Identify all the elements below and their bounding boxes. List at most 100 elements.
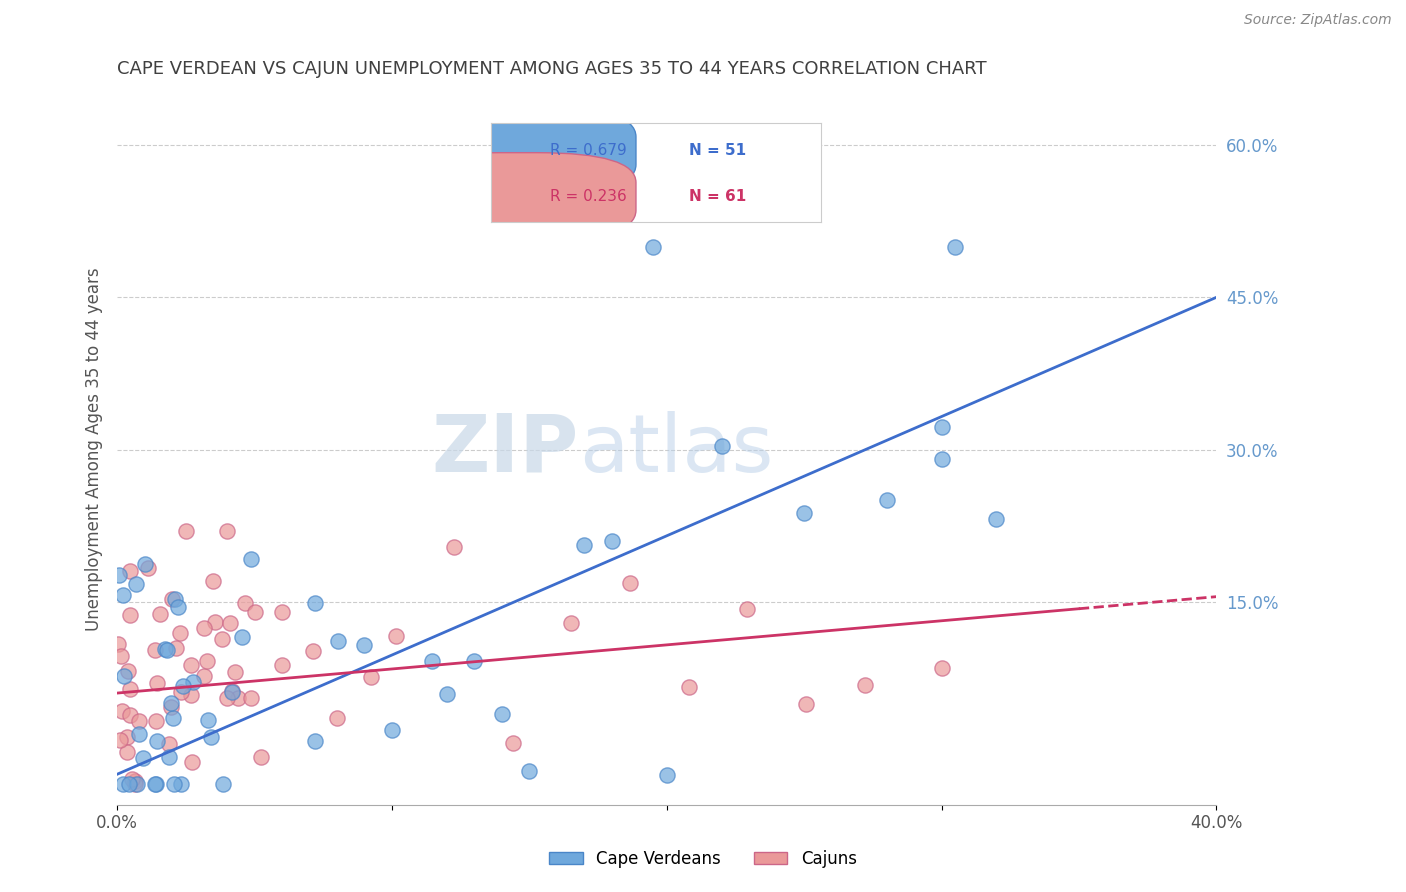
Point (710, 439, 733, 453)
Point (172, 679, 194, 693)
Point (170, 777, 193, 791)
Point (502, 736, 524, 750)
Point (125, 777, 148, 791)
Point (108, 732, 131, 747)
Text: atlas: atlas (579, 410, 773, 489)
Point (221, 684, 243, 698)
Point (204, 615, 226, 630)
Point (641, 239, 664, 253)
Point (159, 700, 181, 714)
Point (678, 680, 700, 694)
Point (107, 637, 129, 651)
Point (124, 773, 146, 788)
Point (931, 452, 953, 467)
Point (118, 777, 141, 791)
Point (224, 665, 246, 679)
Point (326, 634, 349, 648)
Point (160, 592, 183, 607)
Point (118, 564, 141, 578)
Point (111, 588, 134, 602)
Point (157, 750, 180, 764)
Point (202, 574, 225, 589)
Point (381, 723, 404, 737)
Point (793, 506, 815, 520)
Point (619, 575, 641, 590)
Point (436, 687, 458, 701)
Point (167, 599, 190, 614)
Point (250, 750, 273, 764)
Point (146, 676, 169, 690)
Point (240, 552, 263, 566)
Point (211, 632, 233, 646)
Point (326, 711, 349, 725)
Point (159, 696, 181, 710)
Point (149, 607, 172, 622)
Point (943, 239, 966, 253)
Point (853, 678, 876, 692)
Point (219, 615, 242, 630)
Point (221, 683, 243, 698)
Point (200, 730, 222, 744)
Legend: Cape Verdeans, Cajuns: Cape Verdeans, Cajuns (543, 844, 863, 875)
Point (145, 777, 167, 791)
Point (174, 524, 197, 538)
Point (226, 691, 249, 706)
Y-axis label: Unemployment Among Ages 35 to 44 years: Unemployment Among Ages 35 to 44 years (86, 268, 103, 632)
Point (271, 657, 294, 672)
Point (193, 621, 215, 635)
Point (159, 737, 181, 751)
Point (655, 768, 678, 782)
Point (165, 641, 187, 656)
Point (143, 777, 166, 791)
Point (986, 511, 1008, 525)
Point (574, 538, 596, 552)
Point (271, 605, 294, 619)
Point (181, 674, 204, 689)
Point (112, 669, 135, 683)
Point (110, 649, 132, 664)
Point (128, 726, 150, 740)
Point (195, 654, 218, 668)
Point (197, 713, 219, 727)
Point (117, 665, 139, 679)
Point (145, 734, 167, 748)
Point (115, 745, 138, 759)
Point (118, 607, 141, 622)
Point (301, 644, 323, 658)
Point (162, 711, 184, 725)
Point (170, 684, 193, 698)
Point (217, 524, 239, 538)
Point (136, 561, 159, 575)
Point (121, 772, 143, 786)
Point (124, 777, 146, 791)
Point (360, 670, 382, 684)
Point (169, 625, 191, 640)
Point (180, 688, 202, 702)
Text: CAPE VERDEAN VS CAJUN UNEMPLOYMENT AMONG AGES 35 TO 44 YEARS CORRELATION CHART: CAPE VERDEAN VS CAJUN UNEMPLOYMENT AMONG… (117, 60, 987, 78)
Point (931, 420, 953, 434)
Point (876, 492, 898, 507)
Point (153, 642, 176, 657)
Point (181, 755, 204, 769)
Text: Source: ZipAtlas.com: Source: ZipAtlas.com (1244, 13, 1392, 28)
Point (125, 577, 148, 591)
Point (737, 601, 759, 615)
Point (132, 751, 155, 765)
Point (108, 568, 131, 582)
Point (128, 714, 150, 728)
Point (235, 595, 257, 609)
Point (118, 707, 141, 722)
Text: ZIP: ZIP (432, 410, 579, 489)
Point (212, 777, 235, 791)
Point (156, 642, 179, 657)
Point (304, 734, 326, 748)
Point (231, 630, 253, 644)
Point (491, 707, 513, 722)
Point (353, 639, 375, 653)
Point (443, 540, 465, 554)
Point (115, 730, 138, 744)
Point (931, 661, 953, 675)
Point (384, 629, 406, 643)
Point (239, 691, 262, 706)
Point (215, 691, 238, 706)
